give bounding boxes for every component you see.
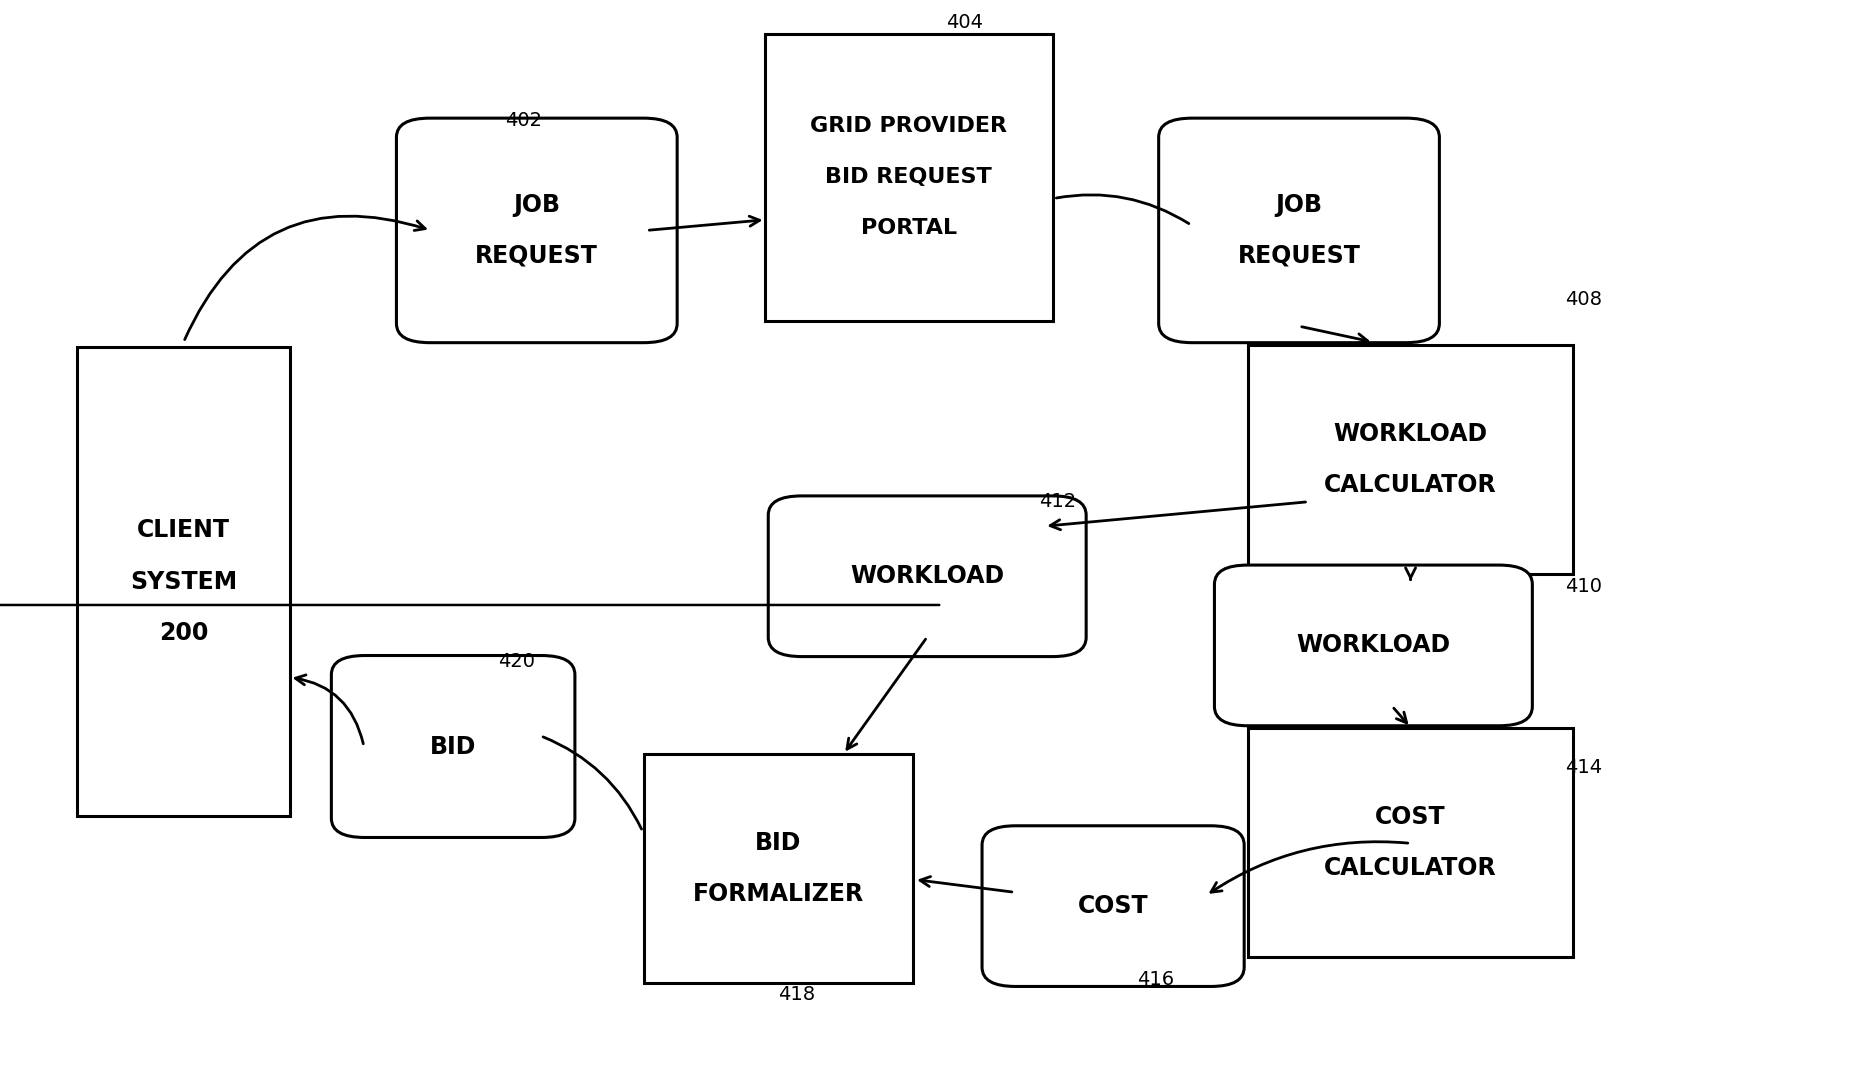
Text: CALCULATOR: CALCULATOR: [1324, 473, 1497, 497]
Text: 418: 418: [779, 985, 815, 1004]
Text: 412: 412: [1040, 493, 1075, 511]
FancyBboxPatch shape: [77, 347, 290, 816]
Text: PORTAL: PORTAL: [860, 218, 957, 238]
FancyBboxPatch shape: [397, 119, 678, 343]
Text: 416: 416: [1137, 970, 1174, 989]
FancyBboxPatch shape: [1214, 565, 1532, 725]
FancyBboxPatch shape: [644, 755, 914, 983]
FancyBboxPatch shape: [764, 33, 1053, 321]
Text: 408: 408: [1564, 290, 1601, 309]
Text: BID: BID: [755, 831, 802, 855]
Text: COST: COST: [1077, 894, 1148, 918]
Text: COST: COST: [1375, 805, 1446, 829]
Text: SYSTEM: SYSTEM: [129, 569, 238, 594]
Text: 404: 404: [946, 13, 983, 32]
Text: 402: 402: [506, 111, 541, 130]
Text: REQUEST: REQUEST: [476, 244, 597, 268]
FancyBboxPatch shape: [332, 655, 575, 838]
FancyBboxPatch shape: [768, 496, 1086, 657]
Text: 414: 414: [1564, 758, 1601, 777]
Text: WORKLOAD: WORKLOAD: [850, 564, 1004, 589]
FancyBboxPatch shape: [1247, 345, 1573, 573]
Text: 200: 200: [159, 621, 208, 645]
Text: JOB: JOB: [513, 193, 560, 217]
Text: 410: 410: [1564, 578, 1601, 596]
Text: WORKLOAD: WORKLOAD: [1296, 634, 1450, 658]
Text: JOB: JOB: [1276, 193, 1322, 217]
Text: BID REQUEST: BID REQUEST: [826, 167, 993, 188]
Text: 420: 420: [498, 652, 536, 671]
FancyBboxPatch shape: [1159, 119, 1438, 343]
FancyBboxPatch shape: [1247, 728, 1573, 956]
Text: CALCULATOR: CALCULATOR: [1324, 856, 1497, 880]
Text: BID: BID: [431, 734, 476, 759]
FancyBboxPatch shape: [981, 826, 1244, 986]
Text: REQUEST: REQUEST: [1238, 244, 1360, 268]
Text: WORKLOAD: WORKLOAD: [1334, 421, 1487, 445]
Text: FORMALIZER: FORMALIZER: [693, 883, 863, 907]
Text: CLIENT: CLIENT: [137, 519, 230, 542]
Text: GRID PROVIDER: GRID PROVIDER: [811, 116, 1008, 136]
